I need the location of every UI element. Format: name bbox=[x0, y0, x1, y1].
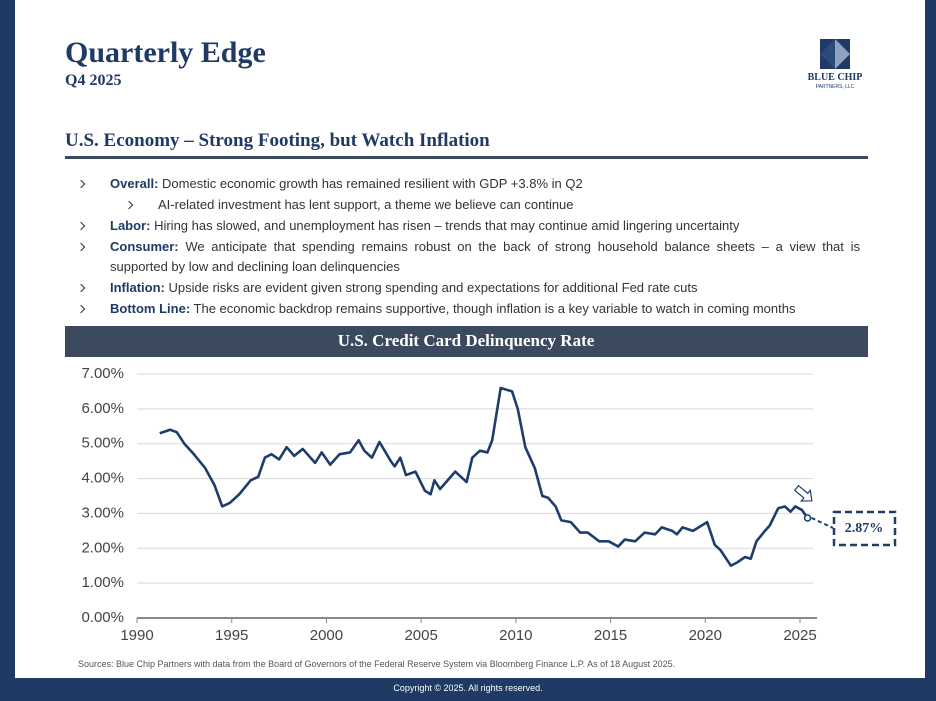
line-series bbox=[159, 386, 809, 568]
bullet-text: The economic backdrop remains supportive… bbox=[193, 301, 796, 316]
right-strip bbox=[925, 0, 936, 678]
bullet: Inflation: Upside risks are evident give… bbox=[70, 278, 860, 298]
last-point bbox=[803, 514, 812, 522]
x-tick-label: 1990 bbox=[120, 627, 153, 644]
x-tick-label: 1995 bbox=[215, 627, 248, 644]
logo-name: BLUE CHIP bbox=[807, 72, 863, 83]
bullet-label: Overall: bbox=[110, 176, 159, 191]
footer: Copyright © 2025. All rights reserved. bbox=[393, 683, 543, 693]
bullet-label: Consumer: bbox=[110, 239, 179, 254]
left-strip bbox=[0, 0, 15, 678]
x-tick-label: 2025 bbox=[783, 627, 816, 644]
bullet-text: Hiring has slowed, and unemployment has … bbox=[154, 218, 740, 233]
y-tick-label: 1.00% bbox=[81, 574, 124, 591]
bullet-label: Inflation: bbox=[110, 280, 165, 295]
logo-mark bbox=[820, 39, 850, 69]
sub-bullet: AI-related investment has lent support, … bbox=[70, 195, 860, 215]
section-rule bbox=[65, 156, 868, 159]
y-tick-label: 3.00% bbox=[81, 504, 124, 521]
bullet-label: Bottom Line: bbox=[110, 301, 191, 316]
y-tick-label: 6.00% bbox=[81, 400, 124, 417]
source: Sources: Blue Chip Partners with data fr… bbox=[78, 659, 676, 669]
y-tick-label: 7.00% bbox=[81, 365, 124, 382]
chart-title-bar bbox=[65, 326, 868, 357]
x-tick-label: 2010 bbox=[499, 627, 532, 644]
bullet: Labor: Hiring has slowed, and unemployme… bbox=[70, 216, 860, 236]
bullet: Overall: Domestic economic growth has re… bbox=[70, 174, 860, 194]
callout-arrow bbox=[793, 484, 813, 502]
callout-box bbox=[832, 510, 897, 547]
title: Quarterly Edge bbox=[65, 36, 266, 69]
section-title: U.S. Economy – Strong Footing, but Watch… bbox=[65, 130, 490, 151]
x-tick-label: 2000 bbox=[310, 627, 343, 644]
footer-bar bbox=[0, 678, 936, 701]
bullet-text: Upside risks are evident given strong sp… bbox=[168, 280, 698, 295]
subtitle: Q4 2025 bbox=[65, 72, 122, 89]
bullet: Bottom Line: The economic backdrop remai… bbox=[70, 299, 860, 319]
bullet-text: We anticipate that spending remains robu… bbox=[110, 239, 860, 274]
y-tick-label: 0.00% bbox=[81, 609, 124, 626]
bullet-text: Domestic economic growth has remained re… bbox=[162, 176, 583, 191]
chart-title: U.S. Credit Card Delinquency Rate bbox=[338, 331, 595, 350]
bullet-list: Overall: Domestic economic growth has re… bbox=[70, 174, 860, 320]
y-tick-label: 2.00% bbox=[81, 539, 124, 556]
bullet: Consumer: We anticipate that spending re… bbox=[70, 237, 860, 277]
callout-label: 2.87% bbox=[845, 521, 884, 536]
x-tick-label: 2005 bbox=[404, 627, 437, 644]
callout-line bbox=[811, 517, 834, 529]
logo-tagline: PARTNERS, LLC bbox=[815, 84, 855, 90]
x-tick-label: 2015 bbox=[594, 627, 627, 644]
x-tick-label: 2020 bbox=[689, 627, 722, 644]
y-tick-label: 4.00% bbox=[81, 470, 124, 487]
bullet-label: Labor: bbox=[110, 218, 151, 233]
y-tick-label: 5.00% bbox=[81, 435, 124, 452]
